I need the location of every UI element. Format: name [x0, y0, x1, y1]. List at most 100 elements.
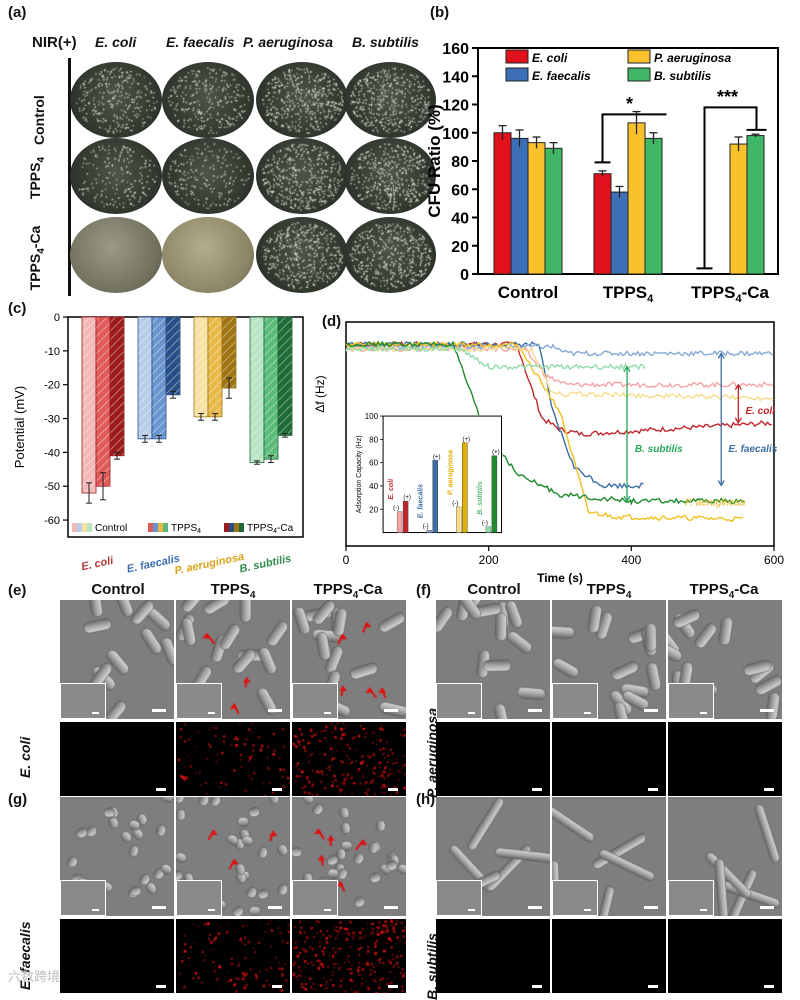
bar — [137, 316, 153, 440]
y-tick-label: -50 — [44, 481, 60, 493]
arrow-head — [717, 352, 725, 487]
bar — [277, 316, 293, 436]
legend-swatch — [87, 523, 92, 532]
y-tick-label: 0 — [460, 267, 469, 284]
y-tick-label: 160 — [442, 41, 469, 58]
agar-plate — [70, 138, 162, 214]
sem-micrograph — [60, 797, 174, 916]
inset-sign-minus: (-) — [393, 506, 399, 512]
scale-bar — [644, 906, 658, 909]
x-tick-label: 0 — [343, 553, 350, 567]
significance-bracket — [594, 113, 667, 164]
row-label-tpps4-ca: TPPS4-Ca — [27, 225, 47, 291]
y-tick-label: -20 — [44, 380, 60, 392]
scale-bar — [268, 709, 282, 712]
legend-swatch — [224, 523, 229, 532]
bar — [527, 142, 546, 275]
scale-bar — [272, 985, 282, 988]
scale-bar — [156, 788, 166, 791]
bar — [644, 137, 663, 275]
panel-label-d: (d) — [322, 313, 342, 330]
sem-inset — [436, 683, 482, 719]
inset-bar-plus — [432, 460, 438, 533]
col-label-bsubtilis: B. subtilis — [352, 34, 419, 50]
inset-y-tick-label: 60 — [369, 459, 378, 468]
annotation-efaecalis: E. faecalis — [728, 444, 777, 455]
x-tick-label: 200 — [479, 553, 499, 567]
legend-label: TPPS4-Ca — [247, 523, 294, 535]
sem-inset — [552, 880, 598, 916]
sem-micrograph — [60, 600, 174, 719]
sem-micrograph — [292, 797, 406, 916]
legend-swatch — [234, 523, 239, 532]
scale-bar — [760, 906, 774, 909]
x-axis-label: Time (s) — [537, 571, 583, 585]
y-tick-label: 120 — [442, 98, 469, 115]
plot-frame — [345, 321, 775, 547]
fluorescence-image — [60, 722, 174, 796]
inset-scale-bar — [208, 712, 215, 714]
legend-swatch — [627, 67, 651, 82]
y-tick-label: 140 — [442, 69, 469, 86]
legend-swatch — [239, 523, 244, 532]
inset-bar-label: P. aeruginosa — [447, 450, 454, 495]
y-tick-label: -60 — [44, 515, 60, 527]
scale-bar — [384, 709, 398, 712]
sem-f-header-control: Control — [467, 581, 521, 598]
legend-label: B. subtilis — [654, 69, 712, 83]
bar — [81, 316, 97, 494]
plot-frame — [67, 316, 304, 538]
sem-inset — [668, 683, 714, 719]
sem-f-header-tpps4: TPPS4 — [586, 581, 632, 601]
nir-label: NIR(+) — [32, 34, 77, 51]
agar-plate — [162, 62, 254, 138]
scale-bar — [268, 906, 282, 909]
y-tick-label: -40 — [44, 447, 60, 459]
x-tick-label: 400 — [621, 553, 641, 567]
scale-bar — [764, 985, 774, 988]
inset-sign-minus: (-) — [423, 524, 429, 530]
fluorescence-image — [176, 722, 290, 796]
inset-scale-bar — [584, 712, 591, 714]
col-label-paeruginosa: P. aeruginosa — [243, 34, 334, 50]
sem-micrograph — [436, 797, 550, 916]
sem-micrograph — [668, 600, 782, 719]
annotation-ecoli: E. coli — [745, 406, 775, 417]
sem-e-header-tpps4: TPPS4 — [210, 581, 256, 601]
y-tick-label: 20 — [451, 239, 469, 256]
sem-micrograph — [292, 600, 406, 719]
fluorescence-image — [552, 919, 666, 993]
legend-label: Control — [95, 523, 127, 534]
sem-micrograph — [176, 797, 290, 916]
fluorescence-image — [552, 722, 666, 796]
scale-bar — [528, 906, 542, 909]
x-category-label: TPPS4-Ca — [691, 283, 769, 305]
arrow-head — [623, 365, 631, 503]
arrow-head — [734, 383, 742, 425]
sem-inset — [552, 683, 598, 719]
inset-bar-minus — [426, 530, 432, 533]
row-divider — [68, 58, 71, 296]
agar-plate — [344, 138, 436, 214]
scale-bar — [648, 985, 658, 988]
inset-scale-bar — [324, 909, 331, 911]
watermark: 六数跨境 — [8, 969, 61, 984]
significance-star: *** — [717, 87, 738, 107]
inset-scale-bar — [700, 909, 707, 911]
inset-scale-bar — [468, 712, 475, 714]
legend-swatch — [77, 523, 82, 532]
x-category-label: P. aeruginosa — [174, 551, 246, 577]
sem-inset — [436, 880, 482, 916]
legend-label: E. faecalis — [532, 69, 591, 83]
scale-bar — [152, 709, 166, 712]
chart-cfu-ratio: 0 20 40 60 80 100 120 140 160 CFU Ratio (%) Contro… — [425, 41, 779, 305]
inset-bar-minus — [456, 506, 462, 533]
significance-star: * — [626, 94, 633, 114]
sem-inset — [60, 880, 106, 916]
y-tick-label: 0 — [54, 312, 60, 324]
sem-micrograph — [552, 600, 666, 719]
scale-bar — [384, 906, 398, 909]
bar — [165, 316, 181, 396]
fluorescence-image — [668, 919, 782, 993]
inset-y-tick-label: 40 — [369, 482, 378, 491]
